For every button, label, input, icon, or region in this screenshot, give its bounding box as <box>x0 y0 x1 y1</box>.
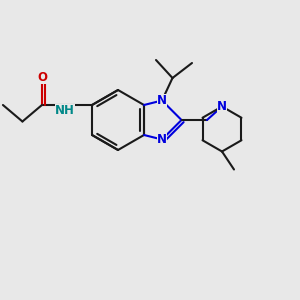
Text: N: N <box>217 100 227 113</box>
Text: N: N <box>157 94 167 107</box>
Text: O: O <box>37 70 47 84</box>
Text: NH: NH <box>55 104 75 117</box>
Text: N: N <box>157 133 167 146</box>
